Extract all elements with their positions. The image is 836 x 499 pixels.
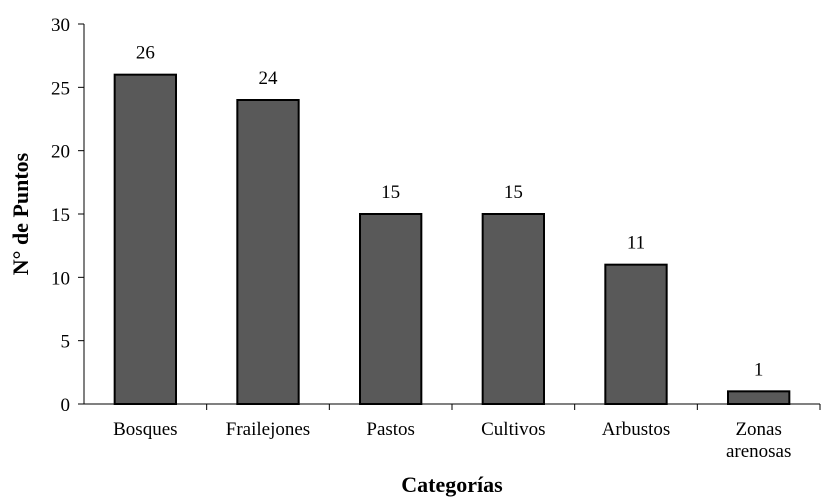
x-tick-label: Pastos <box>366 419 415 440</box>
bar <box>481 213 545 405</box>
data-label: 26 <box>136 43 155 64</box>
y-tick-label: 30 <box>51 15 70 36</box>
x-tick-label: Frailejones <box>226 419 310 440</box>
y-tick-label: 5 <box>61 332 71 353</box>
y-tick-label: 25 <box>51 78 70 99</box>
y-tick-label: 20 <box>51 142 70 163</box>
bar <box>727 390 791 406</box>
y-tick-label: 10 <box>51 268 70 289</box>
data-label: 24 <box>259 68 279 89</box>
y-axis-title: N° de Puntos <box>8 152 33 275</box>
x-tick-label: arenosas <box>726 441 791 462</box>
data-label: 1 <box>754 359 764 380</box>
x-tick-label: Arbustos <box>602 419 671 440</box>
data-label: 15 <box>381 182 400 203</box>
bar <box>359 213 423 405</box>
bar <box>236 99 300 405</box>
x-tick-label: Zonas <box>735 419 781 440</box>
bar <box>113 73 177 406</box>
data-label: 11 <box>627 233 645 254</box>
x-axis-title: Categorías <box>401 472 503 497</box>
x-axis: Bosques Frailejones Pastos Cultivos Arbustos… <box>84 403 821 462</box>
y-tick-label: 15 <box>51 205 70 226</box>
data-label: 15 <box>504 182 523 203</box>
bar <box>604 263 668 405</box>
y-axis: 0 5 10 15 20 25 30 <box>51 15 85 416</box>
bars <box>113 73 791 406</box>
y-tick-label: 0 <box>61 395 71 416</box>
x-tick-label: Bosques <box>113 419 177 440</box>
x-tick-label: Cultivos <box>481 419 545 440</box>
